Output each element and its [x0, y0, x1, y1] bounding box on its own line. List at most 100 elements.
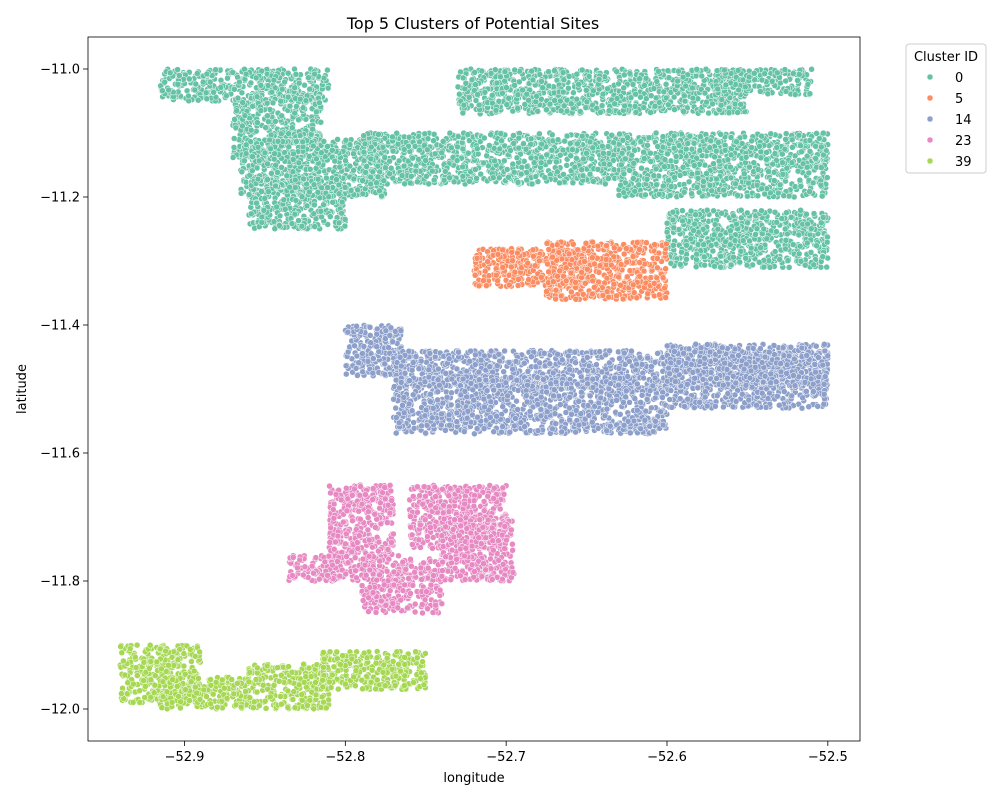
- data-point: [422, 157, 429, 164]
- data-point: [335, 190, 343, 197]
- data-point: [194, 70, 201, 77]
- data-point: [414, 178, 421, 186]
- data-point: [510, 132, 517, 139]
- data-point: [514, 91, 522, 99]
- data-point: [527, 135, 535, 143]
- data-point: [498, 137, 505, 145]
- data-point: [608, 132, 615, 139]
- data-point: [191, 86, 199, 94]
- data-point: [600, 160, 608, 168]
- data-point: [543, 151, 550, 159]
- data-point: [754, 166, 762, 173]
- data-point: [257, 107, 265, 114]
- data-point: [242, 141, 250, 149]
- data-point: [590, 87, 597, 95]
- data-point: [271, 225, 279, 232]
- data-point: [280, 196, 288, 204]
- data-point: [299, 138, 306, 146]
- data-point: [350, 175, 358, 183]
- data-point: [323, 174, 330, 182]
- data-point: [505, 174, 512, 181]
- data-point: [300, 175, 307, 183]
- data-point: [317, 119, 325, 126]
- data-point: [503, 101, 511, 108]
- data-point: [278, 85, 286, 93]
- data-point: [758, 132, 765, 140]
- data-point: [253, 93, 261, 100]
- data-point: [278, 164, 285, 171]
- data-point: [309, 125, 316, 133]
- data-point: [757, 148, 765, 156]
- data-point: [311, 201, 318, 209]
- data-point: [763, 149, 770, 156]
- data-point: [298, 193, 306, 200]
- data-point: [703, 98, 710, 106]
- data-point: [765, 168, 772, 175]
- data-point: [573, 70, 581, 78]
- data-point: [748, 137, 755, 145]
- data-point: [257, 82, 265, 89]
- data-point: [333, 176, 340, 183]
- data-point: [238, 168, 246, 176]
- data-point: [223, 92, 230, 100]
- data-point: [703, 170, 710, 177]
- data-point: [694, 169, 701, 177]
- data-point: [329, 147, 336, 154]
- data-point: [538, 140, 545, 148]
- data-point: [660, 182, 667, 190]
- data-point: [474, 145, 481, 152]
- data-point: [642, 191, 649, 199]
- data-point: [210, 89, 217, 96]
- data-point: [586, 170, 594, 178]
- data-point: [254, 144, 262, 151]
- data-point: [725, 109, 733, 116]
- data-point: [647, 158, 655, 165]
- data-point: [780, 192, 787, 199]
- data-point: [520, 140, 527, 147]
- data-point: [718, 96, 726, 103]
- data-point: [430, 131, 438, 138]
- data-point: [661, 163, 668, 170]
- data-point: [696, 147, 704, 154]
- data-point: [627, 94, 635, 101]
- data-point: [671, 106, 678, 113]
- data-point: [316, 194, 324, 202]
- data-point: [818, 143, 825, 151]
- data-point: [238, 89, 246, 97]
- data-point: [651, 102, 659, 110]
- data-point: [715, 157, 723, 165]
- data-point: [824, 174, 831, 181]
- data-point: [689, 84, 696, 92]
- data-point: [510, 140, 517, 147]
- data-point: [537, 159, 545, 167]
- data-point: [341, 222, 349, 230]
- data-point: [258, 213, 266, 221]
- data-point: [548, 147, 556, 154]
- data-point: [745, 179, 752, 187]
- data-point: [604, 85, 611, 93]
- data-point: [556, 152, 564, 159]
- data-point: [545, 68, 552, 75]
- data-point: [258, 67, 265, 75]
- data-point: [620, 170, 628, 178]
- data-point: [753, 181, 761, 189]
- data-point: [636, 75, 643, 82]
- data-point: [642, 75, 650, 82]
- data-point: [731, 100, 739, 108]
- data-point: [459, 109, 467, 117]
- data-point: [720, 186, 727, 194]
- data-point: [748, 144, 755, 151]
- data-point: [376, 187, 383, 195]
- data-point: [738, 140, 746, 147]
- data-point: [245, 191, 253, 198]
- data-point: [274, 138, 282, 145]
- data-point: [247, 210, 255, 218]
- data-point: [775, 189, 782, 197]
- data-point: [192, 80, 200, 88]
- data-point: [286, 183, 293, 191]
- data-point: [265, 118, 272, 125]
- data-point: [670, 132, 678, 140]
- data-point: [264, 160, 271, 168]
- data-point: [550, 89, 558, 97]
- data-point: [491, 157, 498, 165]
